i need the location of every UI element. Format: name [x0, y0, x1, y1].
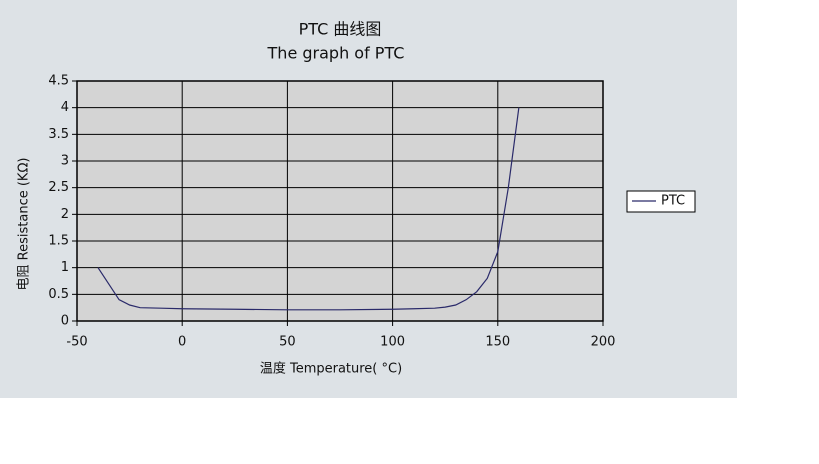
x-tick-label: 200: [591, 335, 616, 350]
y-tick-label: 0: [61, 314, 69, 329]
y-tick-label: 4: [61, 100, 69, 115]
y-tick-label: 2.5: [48, 180, 69, 195]
data-line: [97, 107, 520, 311]
plot-border: [76, 80, 604, 322]
y-tick-label: 1: [61, 260, 69, 275]
legend-label: PTC: [661, 194, 685, 209]
x-tick-label: 150: [485, 335, 510, 350]
x-tick-label: 0: [178, 335, 186, 350]
x-tick-label: 100: [380, 335, 405, 350]
y-tick-label: 4.5: [48, 74, 69, 89]
x-tick-label: -50: [66, 335, 87, 350]
legend: [626, 190, 696, 213]
x-axis-label: 温度 Temperature( °C): [260, 361, 402, 377]
y-tick-label: 3: [61, 154, 69, 169]
chart-title: PTC 曲线图: [299, 20, 382, 39]
y-tick-label: 0.5: [48, 287, 69, 302]
y-tick-label: 1.5: [48, 234, 69, 249]
y-tick-label: 3.5: [48, 127, 69, 142]
chart-subtitle: The graph of PTC: [267, 44, 405, 63]
y-tick-label: 2: [61, 207, 69, 222]
y-axis-label: 电阻 Resistance (KΩ): [17, 158, 32, 291]
plot-area: [77, 81, 603, 321]
x-tick-label: 50: [279, 335, 296, 350]
